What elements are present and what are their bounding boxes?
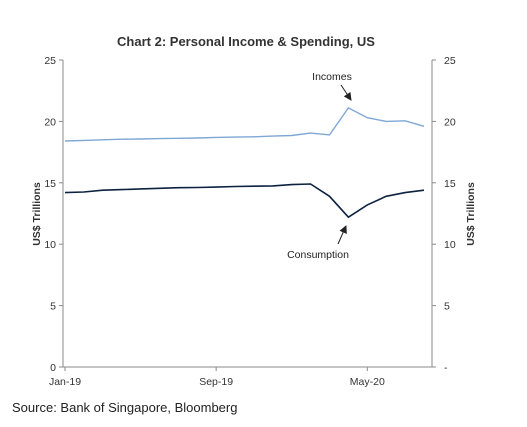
y-tick-label-left: 20 — [44, 116, 56, 128]
chart-title: Chart 2: Personal Income & Spending, US — [117, 34, 375, 49]
series-line-incomes — [64, 106, 425, 142]
x-tick-label: Jan-19 — [49, 376, 81, 388]
x-tick-label: May-20 — [350, 376, 385, 388]
y-tick-label-right: 15 — [444, 178, 456, 190]
series-line-consumption — [64, 183, 425, 219]
y-axis-label-left: US$ Trillions — [31, 182, 43, 246]
y-tick-label-right: 10 — [444, 239, 456, 251]
x-ticks: Jan-19 Sep-19 May-20 — [49, 367, 385, 388]
y-tick-label-left: 5 — [50, 301, 56, 313]
right-ticks: - 5 10 15 20 25 — [432, 55, 456, 374]
y-tick-label-left: 25 — [44, 55, 56, 67]
annotation-consumption-arrow — [337, 225, 347, 245]
y-tick-label-left: 10 — [44, 239, 56, 251]
source-note: Source: Bank of Singapore, Bloomberg — [12, 400, 238, 415]
left-ticks: 0 5 10 15 20 25 — [44, 55, 63, 374]
annotation-incomes-arrow — [340, 84, 352, 101]
y-tick-label-right: - — [444, 362, 448, 374]
y-tick-label-left: 0 — [50, 362, 56, 374]
annotation-consumption: Consumption — [287, 249, 349, 261]
y-tick-label-right: 20 — [444, 116, 456, 128]
y-axis-label-right: US$ Trillions — [465, 182, 477, 246]
x-tick-label: Sep-19 — [199, 376, 233, 388]
y-tick-label-right: 25 — [444, 55, 456, 67]
annotation-incomes: Incomes — [312, 71, 352, 83]
y-tick-label-left: 15 — [44, 178, 56, 190]
y-tick-label-right: 5 — [444, 301, 450, 313]
